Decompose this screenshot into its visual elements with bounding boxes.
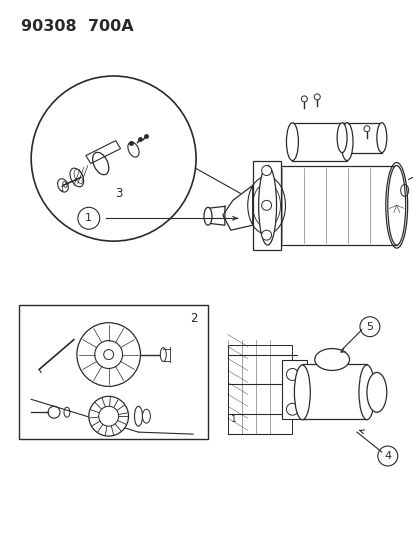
Circle shape: [95, 341, 122, 368]
Ellipse shape: [387, 166, 405, 245]
Bar: [252, 160, 280, 250]
Text: 1: 1: [85, 213, 92, 223]
Polygon shape: [207, 206, 224, 225]
Ellipse shape: [366, 373, 386, 412]
Circle shape: [88, 397, 128, 436]
Ellipse shape: [358, 365, 374, 419]
Bar: [282, 360, 306, 419]
Circle shape: [103, 350, 113, 360]
Circle shape: [261, 200, 271, 211]
Text: 4: 4: [383, 451, 390, 461]
Circle shape: [98, 406, 118, 426]
Bar: [19, 305, 207, 439]
Ellipse shape: [160, 348, 166, 361]
Bar: [292, 123, 346, 160]
Circle shape: [301, 96, 306, 102]
Polygon shape: [222, 185, 252, 230]
Text: 1: 1: [230, 415, 236, 424]
Bar: [301, 365, 366, 419]
Circle shape: [261, 230, 271, 240]
Bar: [341, 123, 381, 152]
Circle shape: [363, 126, 369, 132]
Ellipse shape: [294, 365, 310, 419]
Ellipse shape: [204, 207, 211, 225]
Bar: [227, 345, 292, 434]
Ellipse shape: [134, 406, 142, 426]
Ellipse shape: [314, 349, 349, 370]
Circle shape: [261, 166, 271, 175]
Ellipse shape: [142, 409, 150, 423]
Ellipse shape: [258, 166, 276, 245]
Ellipse shape: [340, 123, 352, 160]
Text: 5: 5: [366, 322, 373, 332]
Text: 90308  700A: 90308 700A: [21, 19, 133, 34]
Text: 3: 3: [115, 187, 122, 200]
Circle shape: [313, 94, 320, 100]
Circle shape: [31, 76, 196, 241]
Circle shape: [286, 368, 298, 381]
Ellipse shape: [286, 123, 298, 160]
Text: 2: 2: [190, 312, 197, 325]
Circle shape: [286, 403, 298, 415]
Ellipse shape: [376, 123, 386, 152]
Bar: [267, 166, 396, 245]
Circle shape: [77, 322, 140, 386]
Ellipse shape: [336, 123, 346, 152]
Text: 1: 1: [59, 187, 63, 192]
